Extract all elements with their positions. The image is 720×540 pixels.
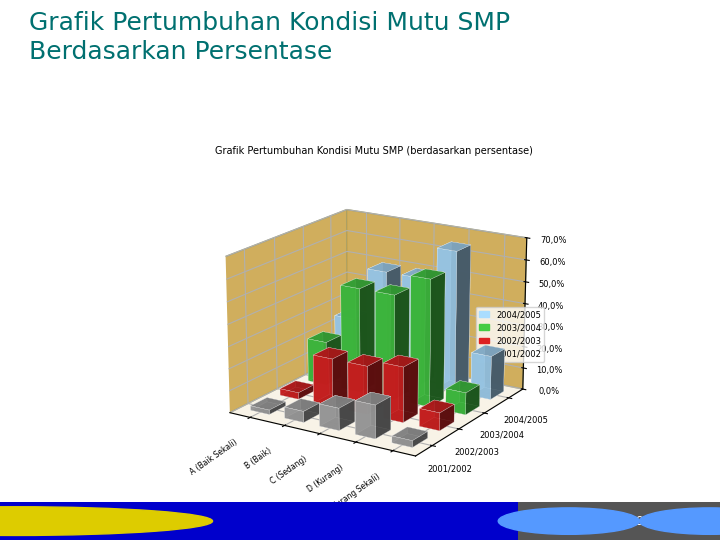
Circle shape — [639, 508, 720, 535]
Circle shape — [0, 507, 212, 536]
Legend: 2004/2005, 2003/2004, 2002/2003, 2001/2002: 2004/2005, 2003/2004, 2002/2003, 2001/20… — [476, 307, 544, 362]
Text: 9: 9 — [636, 515, 643, 528]
Text: >: > — [705, 515, 715, 528]
Text: Grafik Pertumbuhan Kondisi Mutu SMP
Berdasarkan Persentase: Grafik Pertumbuhan Kondisi Mutu SMP Berd… — [29, 11, 510, 64]
Text: <: < — [564, 515, 574, 528]
Text: Sosialisasi KTSP: Sosialisasi KTSP — [39, 516, 127, 526]
Circle shape — [498, 508, 639, 535]
Title: Grafik Pertumbuhan Kondisi Mutu SMP (berdasarkan persentase): Grafik Pertumbuhan Kondisi Mutu SMP (ber… — [215, 146, 534, 156]
